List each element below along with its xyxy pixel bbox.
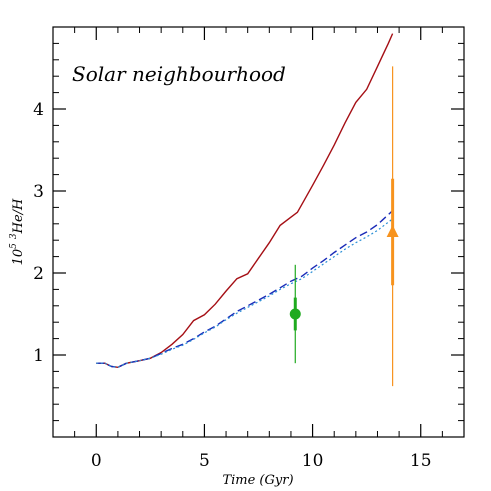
minor-ticks (52, 26, 465, 438)
obs-marker-circle (289, 308, 301, 320)
y-axis-label-prefix: 10 (11, 249, 26, 266)
observations-layer (289, 66, 399, 387)
y-tick-label: 2 (33, 264, 44, 284)
y-axis-label-exponent: 5 (9, 243, 19, 249)
x-tick-label: 5 (199, 451, 210, 471)
y-tick-label: 1 (33, 346, 44, 366)
y-tick-label: 4 (33, 100, 44, 120)
series-line-dotted (96, 218, 393, 368)
y-axis-label-isotope: 3 (9, 233, 19, 239)
y-axis-label-rest: He/H (11, 198, 26, 234)
x-axis-label: Time (Gyr) (222, 473, 293, 488)
x-tick-label: 15 (410, 451, 432, 471)
chart-title: Solar neighbourhood (72, 62, 286, 86)
obs-marker-triangle (386, 225, 399, 237)
series-line-dashed (96, 210, 394, 369)
series-layer (96, 33, 394, 369)
y-tick-label: 3 (33, 182, 44, 202)
x-tick-label: 0 (91, 451, 102, 471)
major-ticks (53, 27, 464, 437)
x-tick-labels: 0 5 10 15 (91, 451, 432, 471)
y-axis-label: 105 3He/H (9, 198, 26, 265)
plot-frame (52, 26, 465, 438)
x-tick-label: 10 (302, 451, 324, 471)
y-tick-labels: 1 2 3 4 (33, 100, 44, 366)
